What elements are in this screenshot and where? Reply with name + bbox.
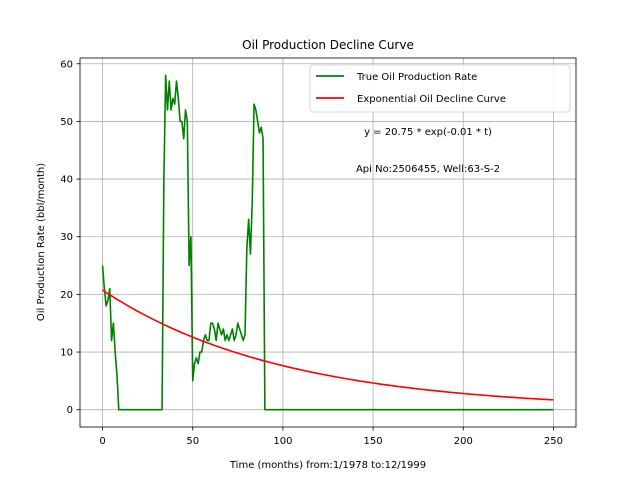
- y-axis-label: Oil Production Rate (bbl/month): [36, 163, 47, 321]
- legend-label-exponential-curve: Exponential Oil Decline Curve: [357, 94, 506, 105]
- y-tick-label: 10: [60, 348, 73, 359]
- chart-title: Oil Production Decline Curve: [242, 38, 414, 52]
- y-tick-label: 20: [60, 290, 73, 301]
- x-axis-label: Time (months) from:1/1978 to:12/1999: [229, 460, 426, 471]
- legend-label-true-rate: True Oil Production Rate: [356, 72, 477, 83]
- series-line-exponential-oil-decline-curve: [102, 289, 554, 401]
- legend: True Oil Production Rate Exponential Oil…: [309, 64, 571, 113]
- y-tick-label: 0: [67, 405, 73, 416]
- x-tick-label: 100: [273, 436, 292, 447]
- axis-ticks: 0 50 100 150 200 250 0 10 20 30 40 50 60: [60, 59, 563, 447]
- series-lines: [101, 74, 554, 411]
- y-tick-label: 50: [60, 117, 73, 128]
- y-tick-label: 40: [60, 175, 73, 186]
- x-tick-label: 0: [99, 436, 105, 447]
- plot-frame: [79, 57, 577, 428]
- legend-box: [309, 64, 571, 113]
- x-tick-label: 250: [544, 436, 563, 447]
- y-tick-label: 60: [60, 59, 73, 70]
- x-tick-label: 50: [186, 436, 199, 447]
- equation-annotation: y = 20.75 * exp(-0.01 * t): [364, 127, 492, 138]
- x-tick-label: 150: [364, 436, 383, 447]
- y-tick-label: 30: [60, 232, 73, 243]
- series-line-true-oil-production-rate: [101, 74, 554, 411]
- x-tick-label: 200: [454, 436, 473, 447]
- well-annotation: Api No:2506455, Well:63-S-2: [356, 164, 500, 175]
